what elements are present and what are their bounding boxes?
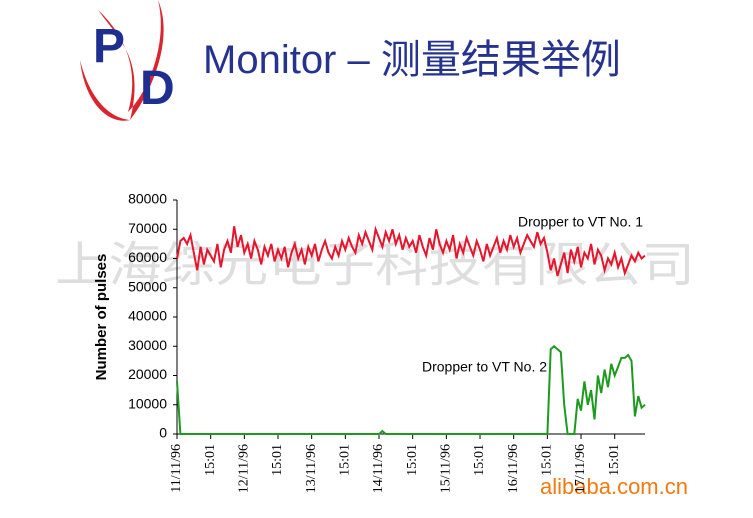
x-tick-label: 15:01 <box>270 444 285 476</box>
x-tick-label: 14/11/96 <box>371 444 386 493</box>
y-tick-label: 50000 <box>128 278 167 294</box>
y-axis-label: Number of pulses <box>93 254 110 381</box>
x-tick-label: 15:01 <box>338 444 353 476</box>
x-tick-label: 12/11/96 <box>237 444 252 493</box>
x-tick-label: 15:01 <box>472 444 487 476</box>
series-label: Dropper to VT No. 2 <box>422 359 547 375</box>
y-tick-label: 0 <box>159 425 167 441</box>
x-tick-label: 15:01 <box>540 444 555 476</box>
x-tick-label: 11/11/96 <box>169 444 184 493</box>
series-line <box>176 225 646 277</box>
series-label: Dropper to VT No. 1 <box>518 214 643 230</box>
y-tick-label: 80000 <box>128 191 167 207</box>
logo-swoosh <box>98 0 164 120</box>
x-tick-label: 13/11/96 <box>304 444 319 493</box>
series-line <box>176 344 646 435</box>
x-tick-label: 15:01 <box>405 444 420 476</box>
site-watermark: alibaba.com.cn <box>540 474 688 499</box>
y-tick-label: 10000 <box>128 395 167 411</box>
y-tick-label: 30000 <box>128 337 167 353</box>
y-tick-label: 70000 <box>128 220 167 236</box>
logo-letter: P <box>93 20 125 73</box>
logo-swoosh <box>80 60 130 121</box>
logo-letter: D <box>140 62 175 115</box>
x-tick-label: 15:01 <box>607 444 622 476</box>
watermark: 上海综元电子科技有限公司 <box>55 237 695 293</box>
heading: Monitor – 测量结果举例 <box>203 38 621 82</box>
y-tick-label: 40000 <box>128 308 167 324</box>
x-tick-label: 17/11/96 <box>573 444 588 493</box>
x-tick-label: 15:01 <box>203 444 218 476</box>
x-tick-label: 16/11/96 <box>506 444 521 493</box>
x-tick-label: 15/11/96 <box>439 444 454 493</box>
y-tick-label: 60000 <box>128 249 167 265</box>
y-tick-label: 20000 <box>128 366 167 382</box>
